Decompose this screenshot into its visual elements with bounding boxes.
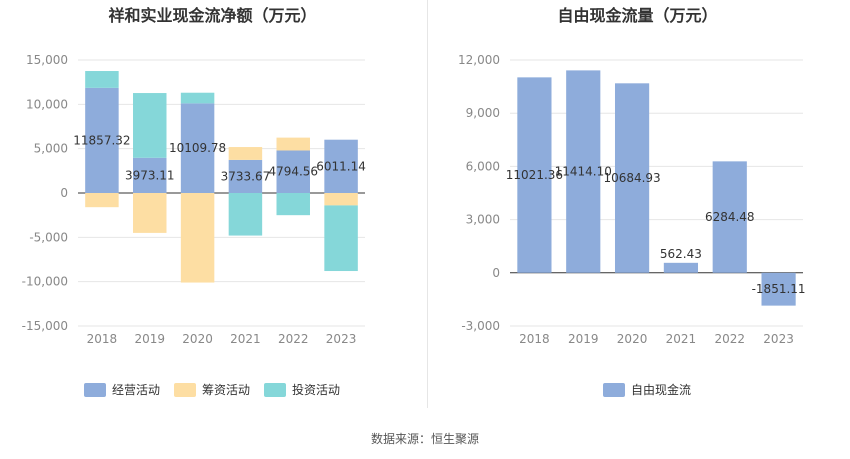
bar bbox=[85, 87, 119, 193]
bar bbox=[180, 103, 215, 193]
y-tick-label: -10,000 bbox=[22, 275, 68, 289]
legend-label: 投资活动 bbox=[292, 382, 340, 397]
free-cashflow-chart-title: 自由现金流量（万元） bbox=[557, 6, 718, 25]
data-label: 6011.14 bbox=[316, 159, 366, 173]
bar bbox=[180, 193, 215, 283]
legend-label: 经营活动 bbox=[112, 383, 160, 397]
data-label: 10109.78 bbox=[169, 141, 226, 155]
data-label: 4794.56 bbox=[268, 165, 318, 179]
free-cashflow-chart: 自由现金流量（万元） 12,000 9,000 6,000 3,000 0 -3,000 1… bbox=[425, 0, 850, 410]
x-tick-label: 2019 bbox=[568, 332, 599, 346]
data-label: 11857.32 bbox=[73, 133, 130, 147]
free-cashflow-chart-svg: 12,000 9,000 6,000 3,000 0 -3,000 11021.36 2018… bbox=[458, 53, 806, 397]
bar bbox=[180, 92, 215, 104]
data-label: 11021.36 bbox=[506, 168, 563, 182]
y-tick-label: 0 bbox=[492, 266, 500, 280]
bar bbox=[276, 193, 310, 216]
data-label: 11414.10 bbox=[555, 165, 612, 179]
y-tick-label: 12,000 bbox=[458, 53, 500, 67]
y-tick-label: -15,000 bbox=[22, 319, 68, 333]
y-tick-label: 15,000 bbox=[26, 53, 68, 67]
data-label: 10684.93 bbox=[603, 171, 660, 185]
x-tick-label: 2022 bbox=[278, 332, 309, 346]
bar bbox=[228, 159, 263, 193]
legend-swatch bbox=[264, 383, 286, 397]
bar bbox=[276, 150, 310, 193]
x-tick-label: 2022 bbox=[714, 332, 745, 346]
data-label: 3733.67 bbox=[221, 169, 271, 183]
bar bbox=[663, 262, 699, 273]
bar bbox=[85, 193, 119, 208]
x-tick-label: 2020 bbox=[182, 332, 213, 346]
x-tick-label: 2023 bbox=[326, 332, 357, 346]
y-tick-label: 6,000 bbox=[466, 159, 500, 173]
x-tick-label: 2018 bbox=[519, 332, 550, 346]
y-tick-label: 10,000 bbox=[26, 97, 68, 111]
bar bbox=[133, 93, 167, 158]
x-tick-label: 2021 bbox=[666, 332, 697, 346]
bar bbox=[133, 193, 167, 233]
cashflow-chart: 祥和实业现金流净额（万元） 15,000 10,000 5,000 0 -5,000 -1… bbox=[0, 0, 425, 410]
panel-divider bbox=[427, 0, 428, 408]
x-tick-label: 2020 bbox=[617, 332, 648, 346]
bar bbox=[324, 205, 358, 272]
y-tick-label: 5,000 bbox=[34, 142, 68, 156]
bar bbox=[566, 70, 601, 273]
bar bbox=[517, 77, 552, 273]
cashflow-chart-title: 祥和实业现金流净额（万元） bbox=[108, 6, 317, 25]
cashflow-chart-svg: 15,000 10,000 5,000 0 -5,000 -10,000 -15,000 11… bbox=[22, 53, 366, 397]
bar bbox=[228, 147, 263, 160]
legend-label: 筹资活动 bbox=[202, 383, 250, 397]
x-tick-label: 2018 bbox=[87, 332, 118, 346]
bar bbox=[712, 161, 747, 273]
y-tick-label: 0 bbox=[60, 186, 68, 200]
y-tick-label: 3,000 bbox=[466, 213, 500, 227]
legend-swatch bbox=[84, 383, 106, 397]
bar bbox=[324, 193, 358, 206]
data-label: 562.43 bbox=[660, 247, 702, 261]
legend-label: 自由现金流 bbox=[631, 382, 691, 397]
bar bbox=[276, 137, 310, 151]
data-label: -1851.11 bbox=[752, 282, 806, 296]
data-label: 6284.48 bbox=[705, 210, 755, 224]
y-tick-label: 9,000 bbox=[466, 106, 500, 120]
bar bbox=[324, 139, 358, 193]
x-tick-label: 2023 bbox=[763, 332, 794, 346]
data-label: 3973.11 bbox=[125, 168, 175, 182]
bar bbox=[761, 272, 796, 306]
data-source-label: 数据来源：恒生聚源 bbox=[370, 432, 479, 446]
bar bbox=[228, 193, 263, 236]
bar bbox=[85, 71, 119, 88]
y-tick-label: -3,000 bbox=[461, 319, 500, 333]
bar bbox=[133, 157, 167, 193]
x-tick-label: 2019 bbox=[134, 332, 165, 346]
x-tick-label: 2021 bbox=[230, 332, 261, 346]
legend-swatch bbox=[174, 383, 196, 397]
legend-swatch bbox=[603, 383, 625, 397]
bar bbox=[614, 83, 650, 273]
y-tick-label: -5,000 bbox=[29, 230, 68, 244]
